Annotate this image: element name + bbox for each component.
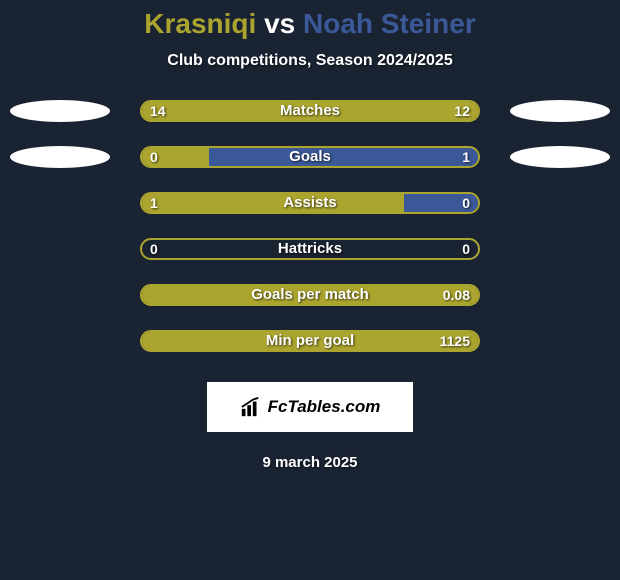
stat-label: Hattricks — [142, 240, 478, 258]
stat-value-right: 0.08 — [443, 286, 470, 304]
stat-bar: 0Goals1 — [140, 146, 480, 168]
date-label: 9 march 2025 — [262, 454, 357, 471]
subtitle: Club competitions, Season 2024/2025 — [167, 52, 452, 70]
stat-label: Min per goal — [142, 332, 478, 350]
stat-label: Matches — [142, 102, 478, 120]
stat-value-right: 0 — [462, 240, 470, 258]
stat-row: Min per goal1125 — [0, 330, 620, 352]
player1-oval — [10, 146, 110, 168]
comparison-card: Krasniqi vs Noah Steiner Club competitio… — [0, 0, 620, 580]
stat-row: 0Hattricks0 — [0, 238, 620, 260]
page-title: Krasniqi vs Noah Steiner — [144, 8, 475, 40]
stat-value-right: 0 — [462, 194, 470, 212]
vs-text: vs — [264, 8, 295, 39]
stat-bar: Goals per match0.08 — [140, 284, 480, 306]
stats-area: 14Matches120Goals11Assists00Hattricks0Go… — [0, 100, 620, 352]
stat-label: Assists — [142, 194, 478, 212]
stat-row: Goals per match0.08 — [0, 284, 620, 306]
logo-text: FcTables.com — [268, 397, 381, 417]
stat-label: Goals per match — [142, 286, 478, 304]
stat-value-right: 1125 — [440, 332, 470, 350]
player1-oval — [10, 100, 110, 122]
player2-name: Noah Steiner — [303, 8, 476, 39]
stat-row: 1Assists0 — [0, 192, 620, 214]
logo-box: FcTables.com — [207, 382, 413, 432]
player2-oval — [510, 146, 610, 168]
chart-icon — [240, 396, 262, 418]
stat-row: 14Matches12 — [0, 100, 620, 122]
stat-value-right: 12 — [454, 102, 470, 120]
player1-name: Krasniqi — [144, 8, 256, 39]
player2-oval — [510, 100, 610, 122]
stat-value-right: 1 — [462, 148, 470, 166]
stat-bar: Min per goal1125 — [140, 330, 480, 352]
stat-bar: 1Assists0 — [140, 192, 480, 214]
stat-bar: 0Hattricks0 — [140, 238, 480, 260]
stat-bar: 14Matches12 — [140, 100, 480, 122]
stat-row: 0Goals1 — [0, 146, 620, 168]
stat-label: Goals — [142, 148, 478, 166]
